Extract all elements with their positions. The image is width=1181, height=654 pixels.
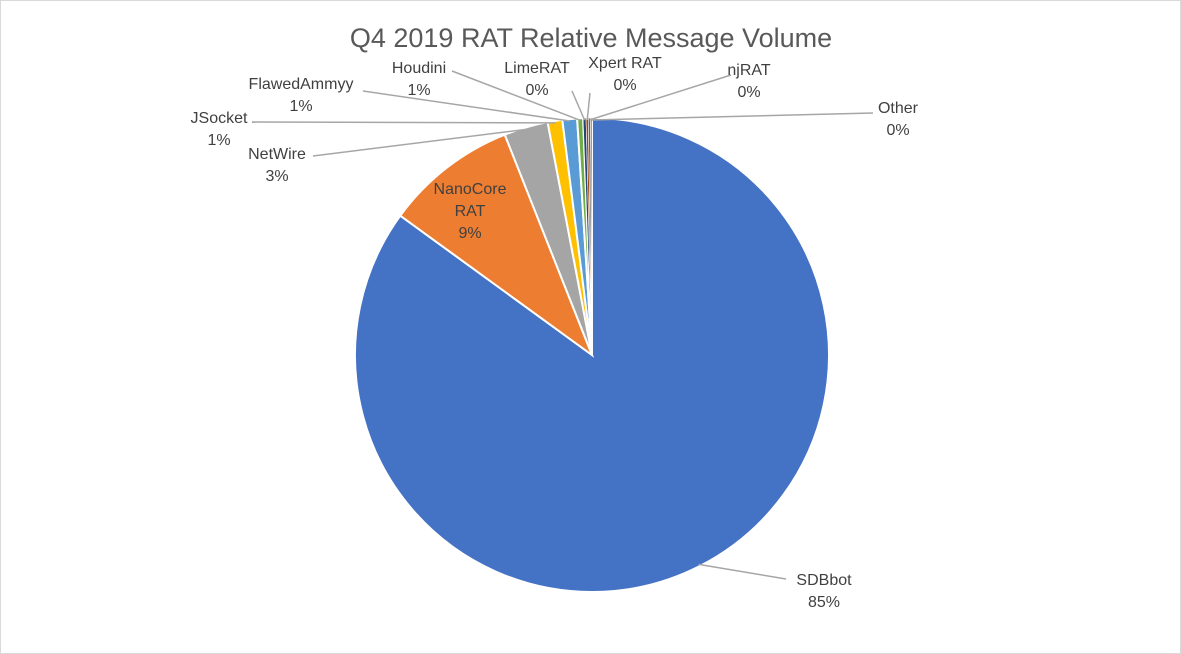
chart-title: Q4 2019 RAT Relative Message Volume <box>350 23 832 53</box>
slice-label-limerat: LimeRAT 0% <box>504 60 570 99</box>
leader-line-jsocket <box>251 121 556 124</box>
slice-label-njrat: njRAT 0% <box>727 62 770 101</box>
slice-label-houdini: Houdini 1% <box>392 60 446 99</box>
leader-line-flawedammyy <box>362 90 570 122</box>
pie-slice-nanocore-rat <box>398 133 595 358</box>
leader-line-houdini <box>451 70 581 121</box>
slice-labels: SDBbot 85% NanoCore RAT 9% NetWire 3%JSocket 1%… <box>191 55 919 611</box>
slice-label-other: Other 0% <box>878 100 919 139</box>
leader-line-limerat <box>571 90 586 121</box>
pie-slices <box>354 116 830 593</box>
slice-label-jsocket: JSocket 1% <box>191 110 248 149</box>
leader-line-sdbbot <box>698 563 787 580</box>
slice-label-nanocore-rat: NanoCore RAT 9% <box>434 181 507 242</box>
slice-label-xpert-rat: Xpert RAT 0% <box>588 55 662 94</box>
leader-line-netwire <box>312 128 527 157</box>
leader-line-other <box>591 112 874 121</box>
slice-label-flawedammyy: FlawedAmmyy 1% <box>249 76 354 115</box>
slice-label-netwire: NetWire 3% <box>248 146 306 185</box>
leader-line-njrat <box>589 74 732 121</box>
pie-slice-other <box>590 117 593 356</box>
leader-line-xpert-rat <box>586 92 591 121</box>
slice-label-sdbbot: SDBbot 85% <box>796 572 852 611</box>
leader-lines <box>251 70 874 580</box>
